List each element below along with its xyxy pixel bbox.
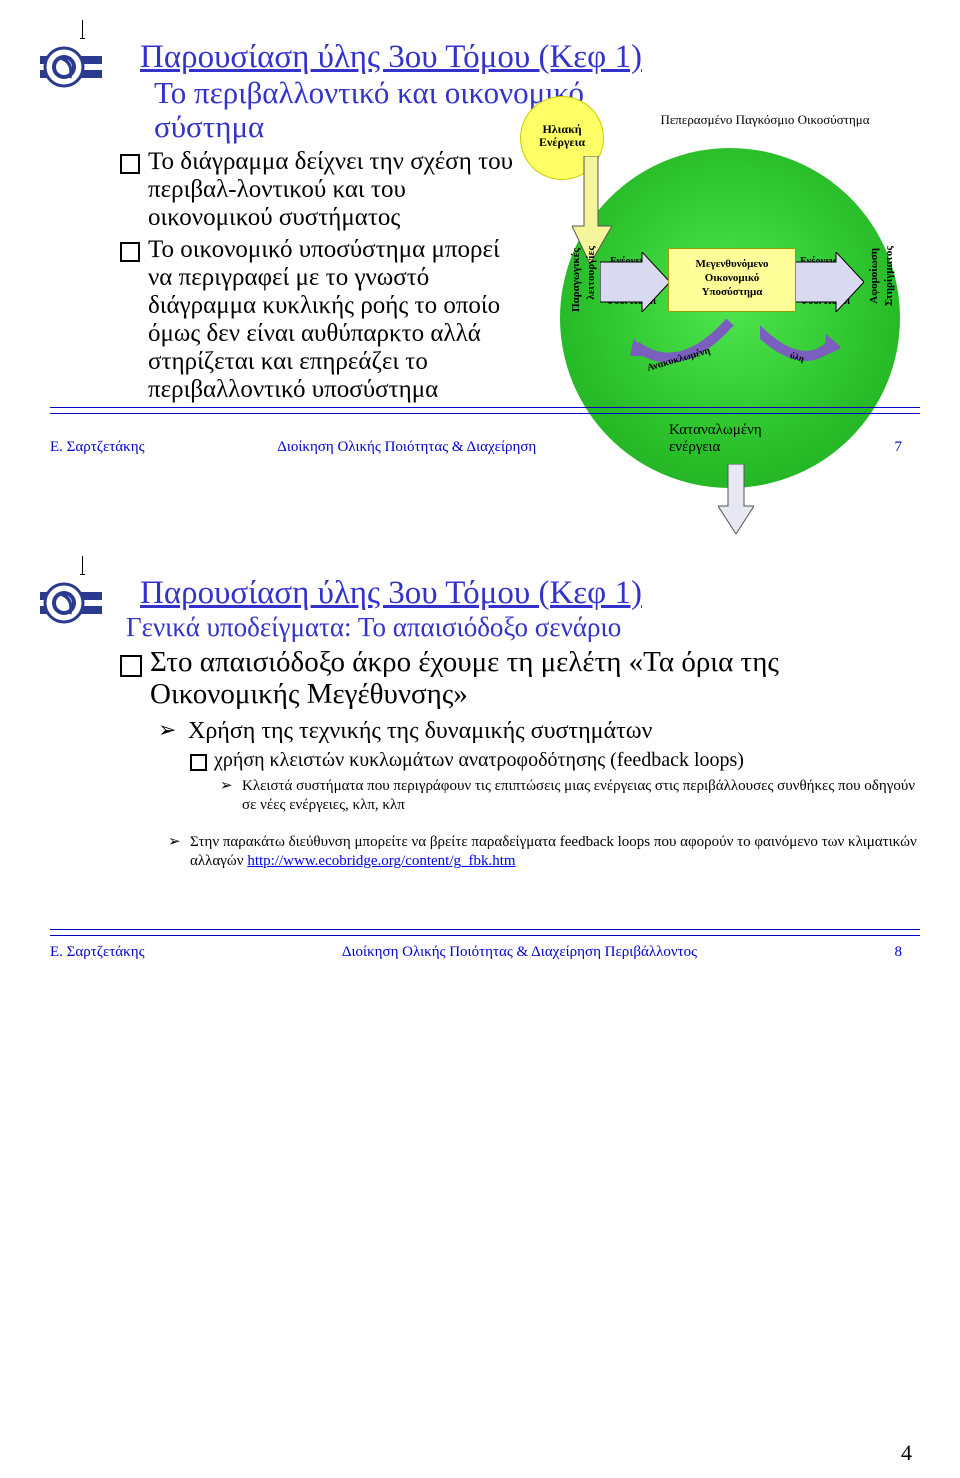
footer-author: Ε. Σαρτζετάκης <box>50 439 145 456</box>
footer-author: Ε. Σαρτζετάκης <box>50 944 145 961</box>
arc-label: Πεπερασμένο Παγκόσμιο Οικοσύστημα <box>640 112 890 128</box>
footer-slide-number: 8 <box>894 944 902 961</box>
top-rule <box>52 20 920 40</box>
slide-subtitle: Γενικά υποδείγματα: Το απαισιόδοξο σενάρ… <box>126 612 920 643</box>
vert-label-left-1: Παραγωγικές <box>570 248 582 312</box>
slide-header: Παρουσίαση ύλης 3ου Τόμου (Κεφ 1) <box>40 576 920 611</box>
center-line-2: Οικονομικό <box>705 272 760 284</box>
feedback-loops-link[interactable]: http://www.ecobridge.org/content/g_fbk.h… <box>247 853 515 869</box>
slide-title: Παρουσίαση ύλης 3ου Τόμου (Κεφ 1) <box>140 576 642 611</box>
bullet-text: Στο απαισιόδοξο άκρο έχουμε τη μελέτη «Τ… <box>150 646 779 710</box>
square-bullet: χρήση κλειστών κυκλωμάτων ανατροφοδότηση… <box>190 749 920 773</box>
footer-course: Διοίκηση Ολικής Ποιότητας & Διαχείρηση <box>277 439 536 456</box>
bullet-item: Στο απαισιόδοξο άκρο έχουμε τη μελέτη «Τ… <box>120 647 920 711</box>
sun-label-1: Ηλιακή <box>542 122 581 136</box>
down-arrow-icon <box>718 464 754 534</box>
center-box: Μεγενθυνόμενο Οικονομικό Υποσύστημα <box>668 248 796 312</box>
bullet-text: Το οικονομικό υποσύστημα μπορεί να περιγ… <box>148 236 500 403</box>
vert-label-right-2: Στηρίγματος <box>883 246 895 306</box>
arrow-bullet-small: Κλειστά συστήματα που περιγράφουν τις επ… <box>220 777 920 815</box>
flow-arrow-left <box>600 252 670 312</box>
bullet-item: Το οικονομικό υποσύστημα μπορεί να περιγ… <box>120 236 530 404</box>
footer-course: Διοίκηση Ολικής Ποιότητας & Διαχείρηση Π… <box>342 944 697 961</box>
arrow-bullet: Χρήση της τεχνικής της δυναμικής συστημά… <box>158 717 920 745</box>
footer-slide-number: 7 <box>894 439 902 456</box>
arrow-bullet-small-text: Κλειστά συστήματα που περιγράφουν τις επ… <box>242 778 915 813</box>
bullet-text: Το διάγραμμα δείχνει την σχέση του περιβ… <box>148 148 513 231</box>
vert-label-right-1: Αφομοίωση <box>868 248 880 304</box>
center-line-3: Υποσύστημα <box>702 286 763 298</box>
slide-8: Παρουσίαση ύλης 3ου Τόμου (Κεφ 1) Γενικά… <box>40 556 920 961</box>
arrow-bullet-link: Στην παρακάτω διεύθυνση μπορείτε να βρεί… <box>168 833 920 872</box>
center-line-1: Μεγενθυνόμενο <box>695 258 768 270</box>
bullet-item: Το διάγραμμα δείχνει την σχέση του περιβ… <box>120 148 530 232</box>
square-bullet-text: χρήση κλειστών κυκλωμάτων ανατροφοδότηση… <box>214 749 744 771</box>
top-rule <box>52 556 920 576</box>
logo-icon <box>40 582 102 635</box>
arc-label-wrap: Πεπερασμένο Παγκόσμιο Οικοσύστημα <box>630 114 900 149</box>
vert-label-left-2: λειτουργίες <box>585 246 597 300</box>
footer-consumed: Καταναλωμένη ενέργεια <box>669 422 762 456</box>
slide-7: Παρουσίαση ύλης 3ου Τόμου (Κεφ 1) Το περ… <box>40 20 920 456</box>
page-number: 4 <box>901 1440 912 1466</box>
ecosystem-diagram: Ηλιακή Ενέργεια Πεπερασμένο Παγκόσμιο Οι… <box>480 96 910 556</box>
arrow-bullet-text: Χρήση της τεχνικής της δυναμικής συστημά… <box>188 718 652 744</box>
sun-label-2: Ενέργεια <box>539 135 585 149</box>
slide-title: Παρουσίαση ύλης 3ου Τόμου (Κεφ 1) <box>140 40 642 75</box>
flow-arrow-right <box>794 252 864 312</box>
recycle-arrow-right <box>760 318 840 378</box>
logo-icon <box>40 46 102 99</box>
